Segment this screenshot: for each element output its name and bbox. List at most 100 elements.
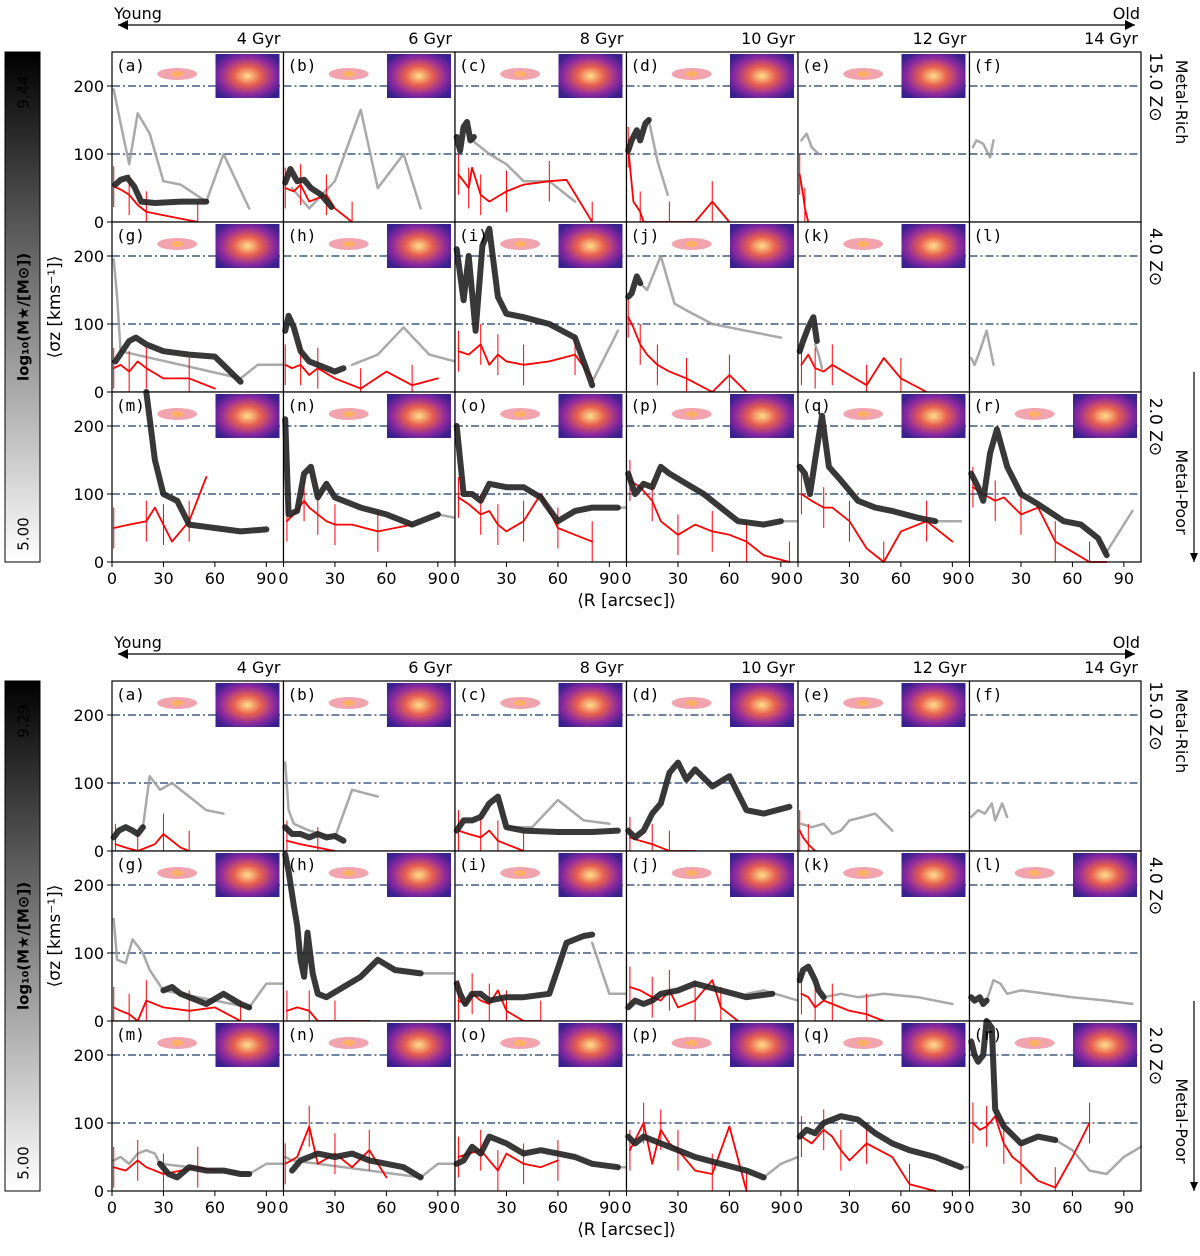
colorbar-label: log₁₀(M★/[M⊙]) — [15, 882, 33, 1010]
model-faint-series — [112, 258, 285, 380]
x-tick-label: 60 — [205, 1198, 225, 1217]
observed-data-series — [457, 829, 525, 852]
x-tick-label: 30 — [153, 569, 173, 588]
x-tick-label: 30 — [839, 1198, 859, 1217]
model-faint-series — [985, 978, 1134, 1006]
panel-letter: (m) — [116, 396, 145, 415]
y-tick-label: 200 — [73, 247, 104, 266]
x-axis-label: ⟨R [arcsec]⟩ — [577, 591, 676, 611]
observed-data-series — [112, 360, 216, 390]
galaxy-particle-core — [171, 870, 184, 876]
age-label: 4 Gyr — [237, 658, 281, 677]
age-label: 6 Gyr — [408, 658, 452, 677]
galaxy-density-map-inset — [730, 394, 794, 438]
observed-data-series — [800, 1128, 937, 1192]
model-faint-series — [1054, 1138, 1143, 1176]
panel-letter: (b) — [288, 56, 317, 75]
model-faint-series — [745, 989, 800, 1002]
x-axis-label: ⟨R [arcsec]⟩ — [577, 1220, 676, 1240]
x-tick-label: 0 — [450, 1198, 460, 1217]
model-faint-series — [638, 254, 783, 339]
observed-data-series — [627, 316, 748, 393]
observed-data-series — [798, 829, 816, 852]
model-faint-series — [969, 802, 1009, 822]
galaxy-density-map-inset — [215, 1023, 280, 1067]
age-label: 12 Gyr — [913, 29, 967, 48]
observed-data-series — [284, 363, 439, 390]
age-label: 10 Gyr — [741, 29, 795, 48]
x-tick-label: 90 — [1114, 1198, 1134, 1217]
x-tick-label: 30 — [153, 1198, 173, 1217]
panel-background — [969, 52, 1141, 222]
panel-letter: (d) — [631, 56, 660, 75]
model-series — [453, 423, 621, 525]
model-faint-series — [350, 326, 457, 367]
model-series — [625, 273, 644, 300]
galaxy-particle-core — [1028, 870, 1041, 876]
x-tick-label: 90 — [771, 1198, 791, 1217]
y-axis-label: ⟨σz [kms⁻¹]⟩ — [45, 256, 65, 359]
panel-letter: (p) — [631, 396, 660, 415]
galaxy-density-map-inset — [387, 683, 451, 727]
galaxy-particle-core — [171, 71, 184, 77]
x-tick-label: 30 — [496, 569, 516, 588]
age-arrow-old-label: Old — [1113, 633, 1140, 652]
galaxy-particle-core — [685, 241, 698, 247]
model-faint-series — [1105, 509, 1134, 554]
galaxy-density-map-inset — [901, 54, 966, 98]
galaxy-density-map-inset — [730, 1023, 794, 1067]
galaxy-density-map-inset — [901, 853, 966, 897]
galaxy-density-map-inset — [1073, 1023, 1137, 1067]
y-tick-label: 100 — [73, 774, 104, 793]
panel-background — [969, 222, 1141, 392]
x-tick-label: 0 — [793, 569, 803, 588]
age-label: 6 Gyr — [408, 29, 452, 48]
panel-letter: (b) — [288, 685, 317, 704]
panel-letter: (p) — [631, 1025, 660, 1044]
colorbar — [4, 51, 41, 563]
galaxy-particle-core — [342, 411, 355, 417]
model-faint-series — [590, 941, 628, 996]
model-faint-series — [505, 798, 611, 829]
y-tick-label: 0 — [94, 553, 104, 572]
model-series — [796, 314, 820, 355]
galaxy-density-map-inset — [730, 683, 794, 727]
galaxy-density-map-inset — [387, 394, 451, 438]
metal-rich-label: Metal-Rich — [1172, 60, 1191, 144]
model-series — [282, 824, 347, 844]
galaxy-density-map-inset — [1073, 853, 1137, 897]
galaxy-density-map-inset — [901, 1023, 966, 1067]
model-series — [143, 389, 270, 535]
model-series — [282, 166, 335, 210]
model-faint-series — [112, 917, 285, 1009]
colorbar-max-label: 9.44 — [15, 75, 33, 108]
model-series — [796, 412, 939, 525]
panel-letter: (c) — [459, 56, 488, 75]
galaxy-particle-core — [342, 700, 355, 706]
observed-data-series — [286, 839, 336, 852]
model-faint-series — [290, 108, 422, 210]
galaxy-particle-core — [857, 71, 870, 77]
galaxy-particle-core — [342, 241, 355, 247]
galaxy-density-map-inset — [730, 853, 794, 897]
galaxy-density-map-inset — [387, 224, 451, 268]
metal-poor-arrow-head — [1190, 1182, 1198, 1191]
panel-frame — [968, 391, 1142, 563]
y-tick-label: 100 — [73, 145, 104, 164]
model-series — [289, 1150, 424, 1181]
panel-background — [969, 681, 1141, 851]
panel-letter: (r) — [974, 1025, 1003, 1044]
galaxy-particle-core — [514, 870, 527, 876]
galaxy-density-map-inset — [215, 224, 280, 268]
galaxy-particle-core — [857, 241, 870, 247]
panel-letter: (j) — [631, 855, 660, 874]
model-faint-series — [470, 139, 577, 203]
model-faint-series — [112, 1148, 285, 1176]
galaxy-particle-core — [685, 71, 698, 77]
y-tick-label: 200 — [73, 1046, 104, 1065]
x-tick-label: 0 — [964, 569, 974, 588]
colorbar-min-label: 5.00 — [15, 1146, 33, 1179]
galaxy-density-map-inset — [901, 394, 966, 438]
model-series — [625, 117, 652, 154]
metal-poor-label: Metal-Poor — [1172, 1078, 1191, 1164]
